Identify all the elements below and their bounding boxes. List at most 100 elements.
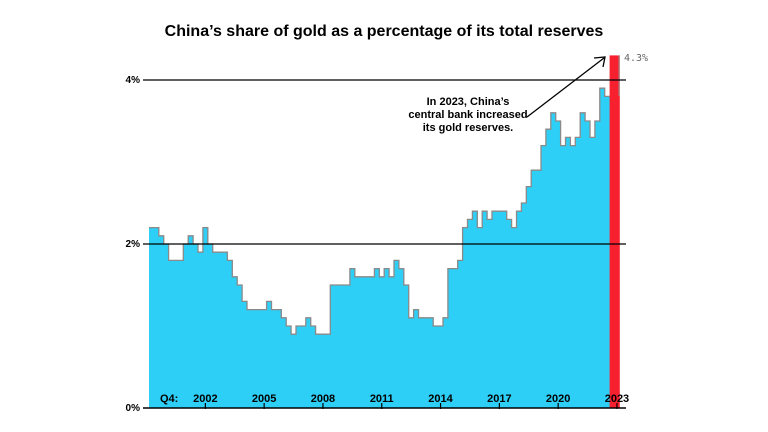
quarter-bar [599, 88, 606, 408]
quarter-bar [305, 317, 312, 408]
y-tick-label: 4% [126, 75, 141, 86]
chart-title: China’s share of gold as a percentage of… [165, 23, 604, 40]
quarter-bar [340, 285, 346, 408]
quarter-bar [590, 137, 596, 408]
quarter-bar [242, 301, 248, 408]
quarter-bar [286, 326, 292, 408]
quarter-bar [276, 309, 282, 408]
quarter-bar [198, 252, 204, 408]
quarter-bar [232, 276, 238, 408]
quarter-bar [330, 285, 336, 408]
quarter-bar [222, 252, 228, 408]
quarter-bar [585, 121, 591, 408]
arrow-head-icon [593, 56, 606, 68]
quarter-bar [237, 285, 243, 408]
end-value-label: 4.3% [624, 53, 648, 64]
quarter-bar [506, 219, 512, 408]
x-tick-label: 2005 [252, 393, 276, 405]
quarter-bar [526, 186, 532, 408]
quarter-bar [536, 170, 542, 408]
highlight-bar [609, 55, 615, 409]
quarter-bar [188, 235, 194, 408]
quarter-bar [501, 211, 508, 408]
quarter-bar [521, 203, 527, 408]
quarter-bar [531, 170, 537, 408]
quarter-bar [580, 112, 586, 409]
quarter-bar [364, 276, 370, 408]
x-tick-label: 2002 [193, 393, 217, 405]
quarter-bar [560, 145, 566, 408]
quarter-bar [247, 309, 253, 408]
quarter-bar [394, 260, 400, 408]
quarter-bar [487, 219, 493, 408]
quarter-bar [550, 112, 557, 409]
quarter-bar [335, 285, 341, 408]
quarter-bar [379, 276, 385, 408]
quarter-bar [541, 145, 547, 408]
quarter-bar [398, 268, 405, 408]
quarter-bar [511, 227, 517, 408]
quarter-bar [467, 219, 473, 408]
quarter-bar [423, 317, 429, 408]
y-tick-label: 0% [126, 403, 141, 414]
quarter-bar [149, 227, 155, 408]
quarter-bar [462, 227, 468, 408]
quarter-bar [320, 334, 326, 408]
annotation-line-3: its gold reserves. [423, 122, 514, 134]
quarter-bar [443, 317, 449, 408]
quarter-bar [158, 235, 165, 408]
y-axis-labels: 0% 2% 4% [126, 75, 141, 414]
quarter-bar [315, 334, 321, 408]
quarter-bar [153, 227, 160, 408]
quarter-bar [251, 309, 258, 408]
y-tick-label: 2% [126, 239, 141, 250]
x-tick-label: 2020 [546, 393, 570, 405]
x-tick-label: 2011 [370, 393, 394, 405]
highlight-bar [614, 55, 620, 409]
quarter-bar [178, 260, 184, 408]
quarter-bar [354, 276, 361, 408]
annotation-line-2: central bank increased [408, 109, 527, 121]
quarter-bar [565, 137, 571, 408]
quarter-bar [408, 317, 414, 408]
quarter-bar [418, 317, 424, 408]
quarter-bar [374, 268, 380, 408]
quarter-bar [384, 268, 390, 408]
quarter-bar [516, 211, 522, 408]
quarter-bar [457, 260, 463, 408]
quarter-bar [604, 96, 610, 409]
quarter-bar [227, 260, 233, 408]
quarter-bar [296, 326, 302, 408]
quarter-bar [266, 301, 272, 408]
quarter-bar [281, 317, 287, 408]
quarter-bar [359, 276, 365, 408]
quarter-bar [207, 244, 214, 408]
quarter-bar [433, 326, 439, 408]
quarter-bar [345, 285, 351, 408]
annotation-arrow [526, 57, 605, 118]
x-tick-label: 2008 [311, 393, 335, 405]
x-axis-prefix-label: Q4: [160, 393, 178, 405]
quarter-bar [403, 285, 410, 408]
series-outline [149, 87, 610, 335]
quarter-bar [545, 129, 552, 408]
quarter-bar [482, 211, 488, 408]
quarter-bar [496, 211, 503, 408]
quarter-bar [389, 276, 395, 408]
quarter-bar [477, 227, 483, 408]
quarter-bar [369, 276, 375, 408]
quarter-bar [212, 252, 218, 408]
quarter-bar [575, 137, 581, 408]
quarter-bar [173, 260, 179, 408]
quarter-bar [261, 309, 267, 408]
quarter-bar [447, 268, 454, 408]
quarter-bar [438, 326, 444, 408]
quarter-bar [555, 121, 561, 408]
gridlines [143, 55, 626, 409]
area-bars [149, 55, 620, 409]
quarter-bar [472, 211, 478, 408]
quarter-bar [570, 145, 576, 408]
annotation-line-1: In 2023, China’s [427, 96, 510, 108]
quarter-bar [163, 244, 169, 408]
quarter-bar [594, 121, 601, 408]
